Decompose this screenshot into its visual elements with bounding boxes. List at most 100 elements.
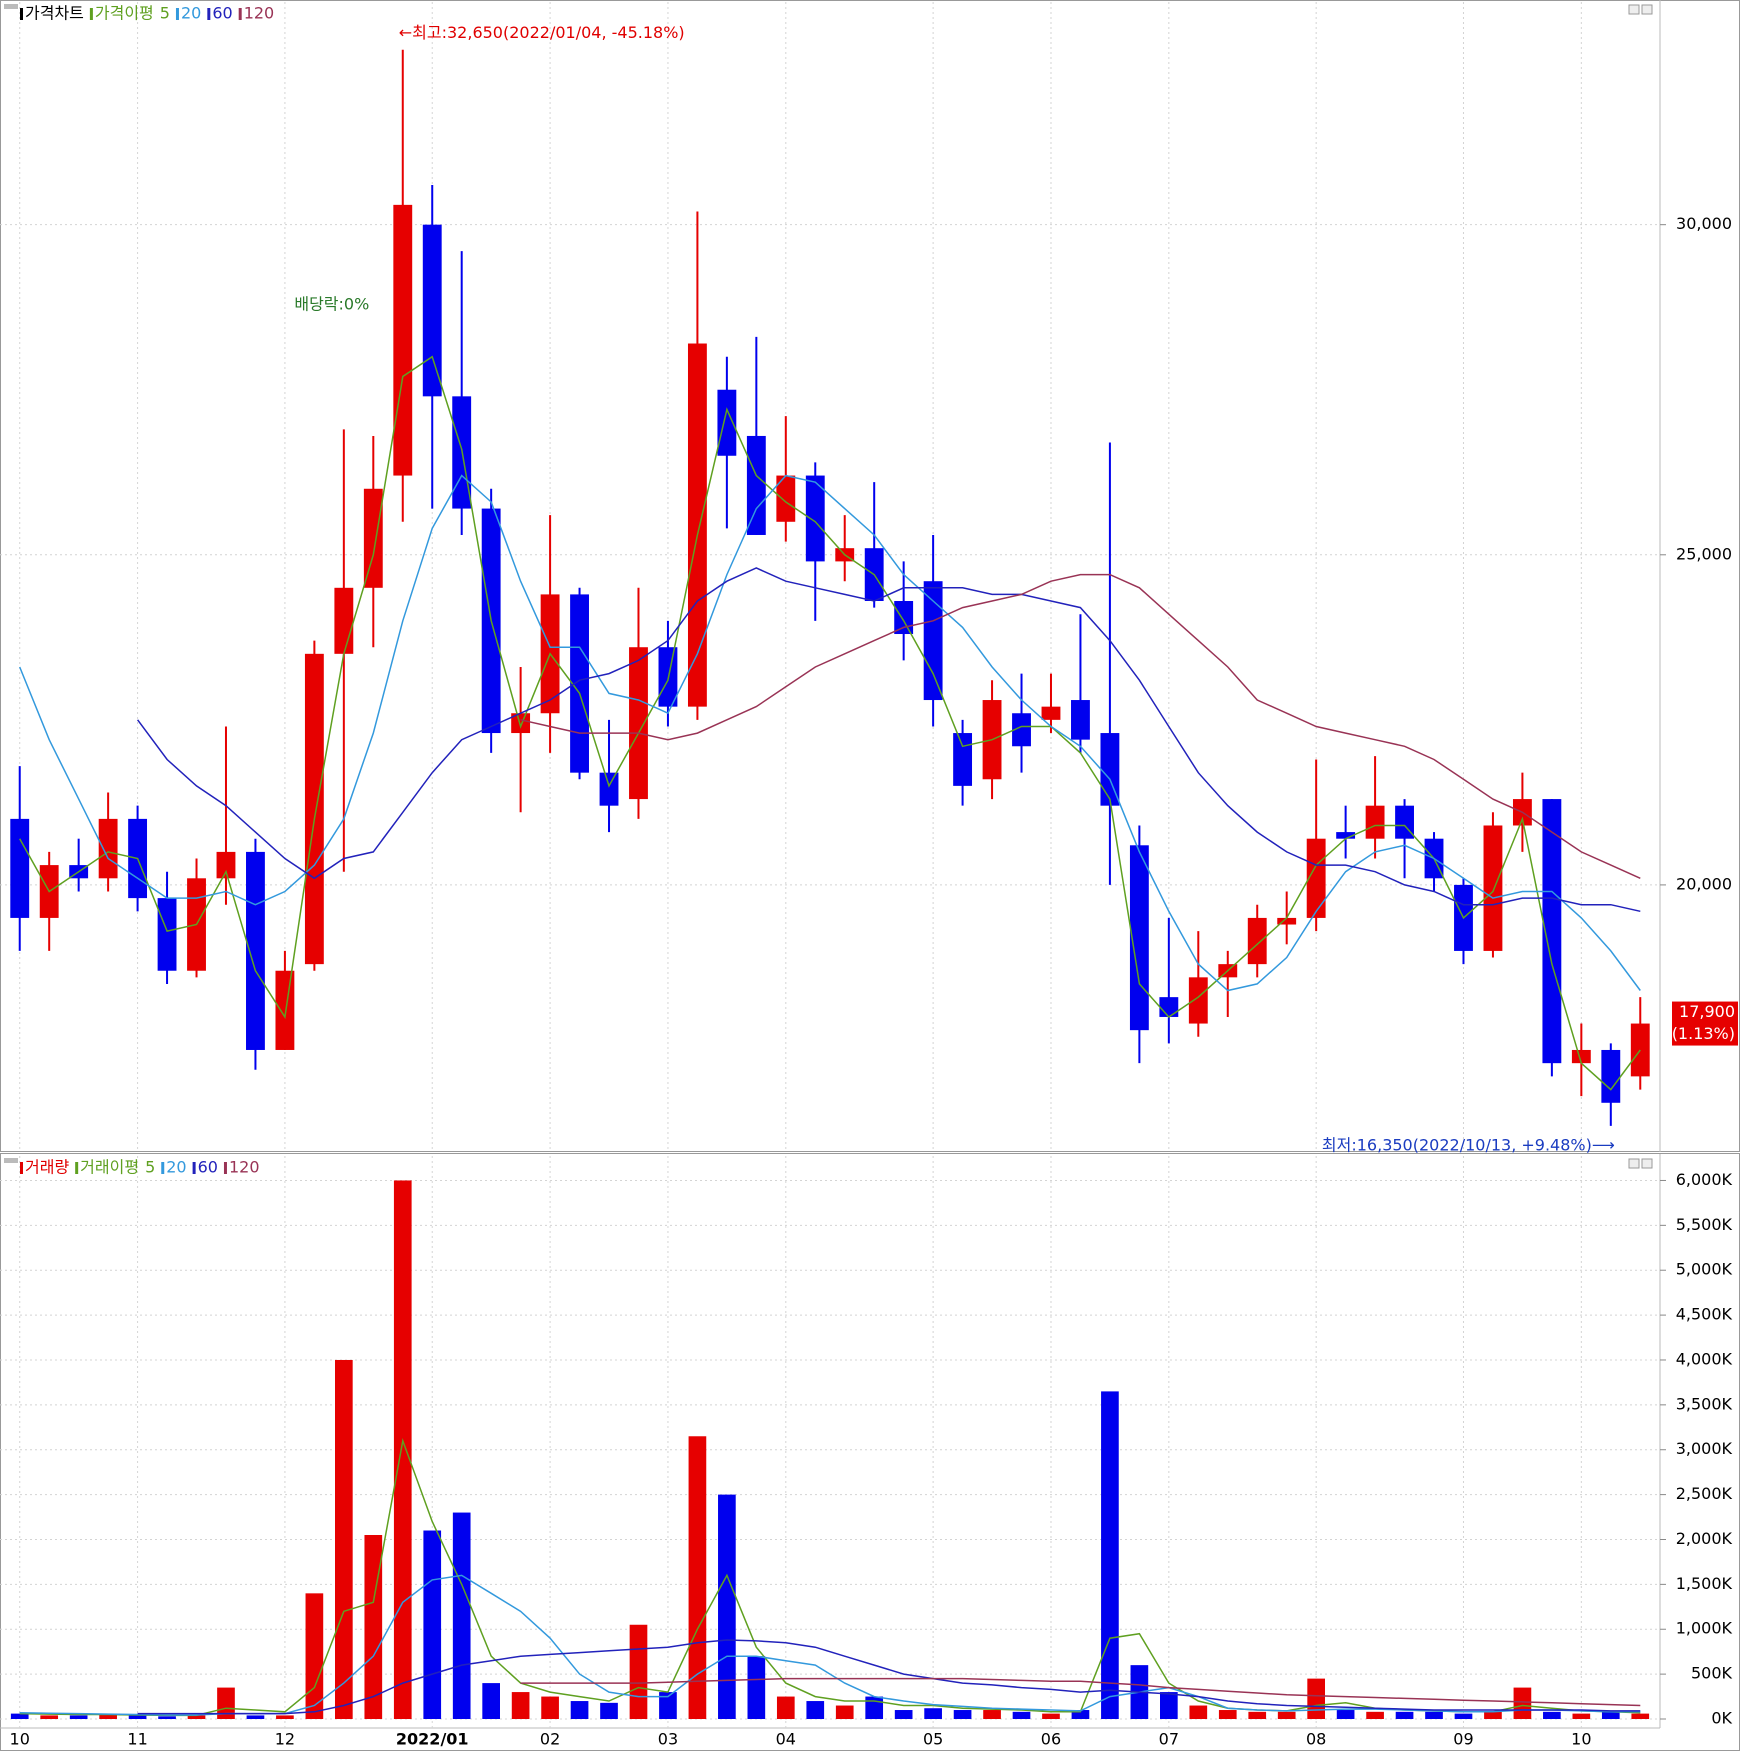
y-tick-label: 0K: [1711, 1709, 1732, 1728]
candle-body: [1601, 1049, 1621, 1103]
candle-body: [746, 435, 766, 535]
y-tick-label: 2,000K: [1676, 1529, 1733, 1548]
close-button[interactable]: [1641, 4, 1653, 15]
last-price-change: (1.13%): [1672, 1024, 1735, 1043]
legend-text: 120: [229, 1158, 260, 1177]
ma-line: [19, 474, 1641, 992]
volume-bar: [69, 1715, 88, 1719]
y-tick-label: 30,000: [1676, 214, 1732, 233]
legend-marker: [223, 1162, 227, 1174]
legend-text: 5: [160, 4, 170, 23]
candle-body: [1365, 805, 1385, 839]
volume-bar: [894, 1710, 913, 1719]
candle-body: [1306, 838, 1326, 918]
candle-body: [570, 594, 589, 773]
volume-bar: [718, 1494, 736, 1719]
candle-body: [246, 851, 265, 1050]
x-tick-label: 07: [1159, 1730, 1179, 1749]
candle-body: [304, 653, 324, 965]
volume-bar: [924, 1708, 942, 1719]
x-tick-label: 05: [923, 1730, 943, 1749]
ma-line: [520, 573, 1641, 879]
x-tick-label: 04: [776, 1730, 796, 1749]
legend-marker: [161, 1162, 165, 1174]
legend-marker: [20, 1162, 23, 1174]
volume-bar: [482, 1683, 500, 1719]
legend-text: 거래량: [25, 1158, 69, 1177]
candle-body: [157, 898, 177, 971]
candle-body: [216, 851, 236, 879]
candle-body: [10, 818, 30, 918]
volume-bar: [99, 1714, 117, 1719]
volume-bar: [1012, 1711, 1031, 1719]
y-tick-label: 4,500K: [1676, 1305, 1733, 1324]
candle-body: [275, 970, 295, 1050]
volume-bar: [452, 1512, 471, 1719]
candle-body: [776, 475, 796, 522]
legend-text: 가격차트: [25, 4, 84, 23]
candle-body: [1542, 799, 1562, 1064]
volume-bar: [600, 1702, 618, 1719]
panel-icon: [4, 4, 18, 9]
volume-bar: [776, 1696, 795, 1719]
volume-bar: [511, 1692, 530, 1719]
candle-body: [422, 224, 442, 397]
legend-text: 60: [212, 4, 232, 23]
ma-line: [136, 567, 1641, 913]
volume-bar: [1042, 1713, 1060, 1719]
candle-body: [953, 733, 973, 786]
volume-bar: [629, 1624, 648, 1719]
candle-body: [599, 772, 619, 806]
volume-bar: [1484, 1711, 1502, 1719]
y-tick-label: 1,000K: [1676, 1619, 1733, 1638]
volume-bar: [364, 1535, 383, 1719]
volume-bar: [835, 1705, 854, 1719]
legend-marker: [238, 8, 242, 20]
volume-bar: [983, 1710, 1001, 1719]
ma-line: [19, 355, 1641, 1091]
volume-bar: [1631, 1713, 1650, 1719]
y-tick-label: 25,000: [1676, 544, 1732, 563]
close-button[interactable]: [1641, 1158, 1653, 1169]
minimize-button[interactable]: [1628, 1158, 1640, 1169]
legend-marker: [175, 8, 179, 20]
volume-bar: [953, 1710, 972, 1719]
volume-bar: [1248, 1711, 1267, 1719]
candle-body: [1336, 832, 1356, 839]
ma-line: [520, 1677, 1641, 1707]
candle-body: [1483, 825, 1503, 951]
minimize-button[interactable]: [1628, 4, 1640, 15]
volume-bar: [335, 1359, 353, 1719]
x-tick-label: 03: [658, 1730, 678, 1749]
volume-bar: [423, 1530, 442, 1719]
x-tick-label: 09: [1453, 1730, 1473, 1749]
candle-body: [1041, 706, 1061, 720]
candle-body: [393, 204, 413, 476]
candle-body: [894, 601, 914, 635]
volume-bar: [1277, 1711, 1296, 1719]
legend-marker: [75, 1162, 79, 1174]
candle-body: [1630, 1023, 1650, 1077]
x-tick-label: 12: [275, 1730, 295, 1749]
annotation: ←최고:32,650(2022/01/04, -45.18%): [399, 23, 685, 42]
volume-bar: [246, 1715, 265, 1719]
volume-bar: [659, 1692, 677, 1719]
volume-bar: [806, 1701, 825, 1719]
candle-body: [1188, 977, 1208, 1024]
volume-bar: [128, 1715, 147, 1719]
volume-bar: [1160, 1692, 1178, 1719]
volume-bar: [1189, 1705, 1208, 1719]
volume-bar: [40, 1715, 59, 1719]
y-tick-label: 500K: [1691, 1664, 1733, 1683]
candle-body: [1012, 713, 1031, 747]
y-tick-label: 3,500K: [1676, 1394, 1733, 1413]
volume-bar: [1601, 1711, 1620, 1719]
volume-bar: [570, 1701, 589, 1719]
candle-body: [687, 343, 707, 707]
panel-icon: [4, 1158, 18, 1163]
volume-bar: [217, 1687, 235, 1719]
y-tick-label: 20,000: [1676, 874, 1732, 893]
volume-bar: [688, 1436, 707, 1719]
legend-marker: [20, 8, 23, 20]
